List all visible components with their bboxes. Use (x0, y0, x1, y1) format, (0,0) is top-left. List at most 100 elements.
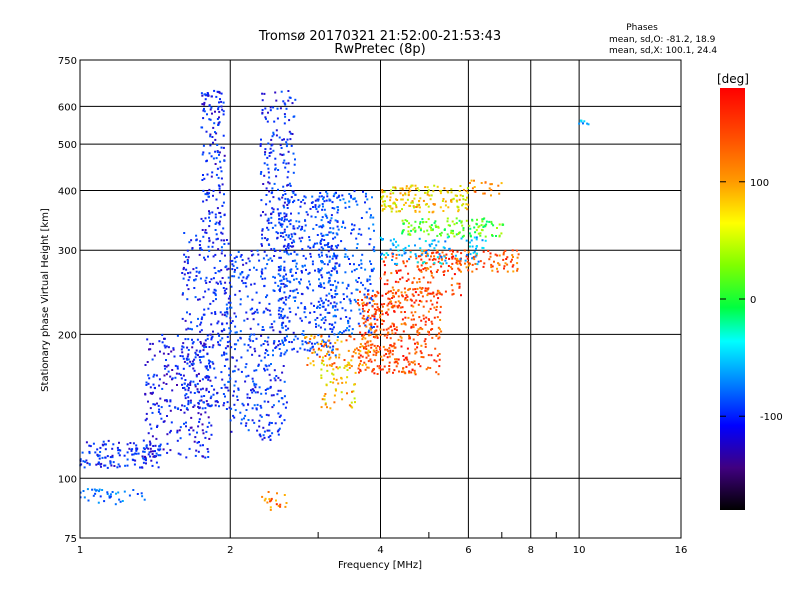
data-point (325, 298, 327, 301)
data-point (289, 223, 292, 226)
data-point (418, 280, 421, 283)
data-point (392, 294, 395, 297)
data-point (210, 395, 213, 398)
data-point (266, 349, 269, 352)
data-point (231, 268, 234, 271)
data-point (251, 407, 254, 410)
data-point (198, 356, 201, 359)
data-point (208, 188, 211, 191)
data-point (322, 282, 325, 285)
data-point (490, 183, 493, 186)
data-point (292, 201, 294, 204)
data-point (586, 122, 589, 125)
data-point (283, 291, 286, 294)
data-point (425, 269, 428, 272)
data-point (353, 383, 356, 386)
data-point (451, 249, 454, 252)
data-point (253, 404, 256, 407)
data-point (420, 288, 423, 290)
data-point (269, 385, 272, 388)
data-point (259, 435, 262, 438)
data-point (277, 197, 280, 200)
data-point (509, 260, 512, 263)
data-point (292, 171, 295, 174)
data-point (210, 338, 213, 341)
data-point (303, 202, 306, 205)
data-point (158, 408, 161, 411)
data-point (170, 421, 173, 424)
data-point (468, 182, 471, 184)
data-point (435, 371, 438, 374)
data-point (202, 174, 204, 176)
data-point (414, 342, 416, 345)
data-point (433, 239, 436, 242)
data-point (278, 214, 281, 217)
data-point (395, 269, 398, 272)
data-point (475, 238, 478, 241)
data-point (225, 358, 228, 361)
data-point (261, 92, 264, 95)
data-point (246, 393, 249, 396)
data-point (293, 199, 296, 202)
data-point (490, 266, 493, 269)
data-point (263, 174, 266, 177)
data-point (261, 99, 264, 102)
data-point (411, 201, 414, 204)
data-point (267, 400, 270, 403)
data-point (359, 362, 361, 365)
data-point (207, 195, 210, 198)
data-point (259, 145, 262, 147)
data-point (429, 265, 432, 268)
data-point (414, 348, 417, 351)
data-point (192, 367, 195, 370)
data-point (587, 123, 590, 126)
data-point (282, 245, 285, 248)
data-point (305, 342, 308, 345)
data-point (469, 241, 471, 244)
data-point (425, 221, 428, 223)
data-point (321, 254, 323, 257)
data-point (401, 232, 404, 235)
data-point (480, 182, 483, 184)
data-point (420, 258, 423, 261)
data-point (320, 246, 323, 249)
data-point (245, 277, 248, 280)
data-point (488, 187, 491, 190)
data-point (222, 101, 225, 104)
data-point (393, 328, 396, 331)
data-point (221, 108, 224, 111)
data-point (202, 355, 205, 358)
data-point (281, 371, 284, 374)
data-point (219, 212, 222, 214)
data-point (279, 279, 282, 282)
data-point (282, 100, 285, 103)
data-point (206, 448, 209, 450)
data-point (331, 348, 334, 351)
data-point (363, 333, 366, 336)
data-point (283, 201, 286, 204)
data-point (183, 253, 186, 256)
data-point (281, 326, 284, 329)
data-point (336, 220, 339, 223)
data-point (254, 310, 257, 313)
data-point (280, 282, 283, 285)
data-point (373, 303, 376, 305)
data-point (157, 404, 160, 407)
data-point (218, 220, 221, 223)
data-point (95, 463, 98, 466)
data-point (149, 443, 152, 446)
data-point (474, 231, 477, 234)
data-point (203, 256, 205, 259)
data-point (367, 344, 370, 347)
data-point (239, 330, 242, 333)
data-point (153, 373, 156, 376)
data-point (332, 227, 335, 230)
data-point (185, 456, 188, 459)
data-point (483, 192, 486, 195)
data-point (218, 110, 221, 113)
data-point (288, 294, 291, 297)
data-point (407, 230, 410, 233)
data-point (219, 160, 222, 163)
data-point (97, 462, 100, 465)
data-point (271, 135, 274, 138)
